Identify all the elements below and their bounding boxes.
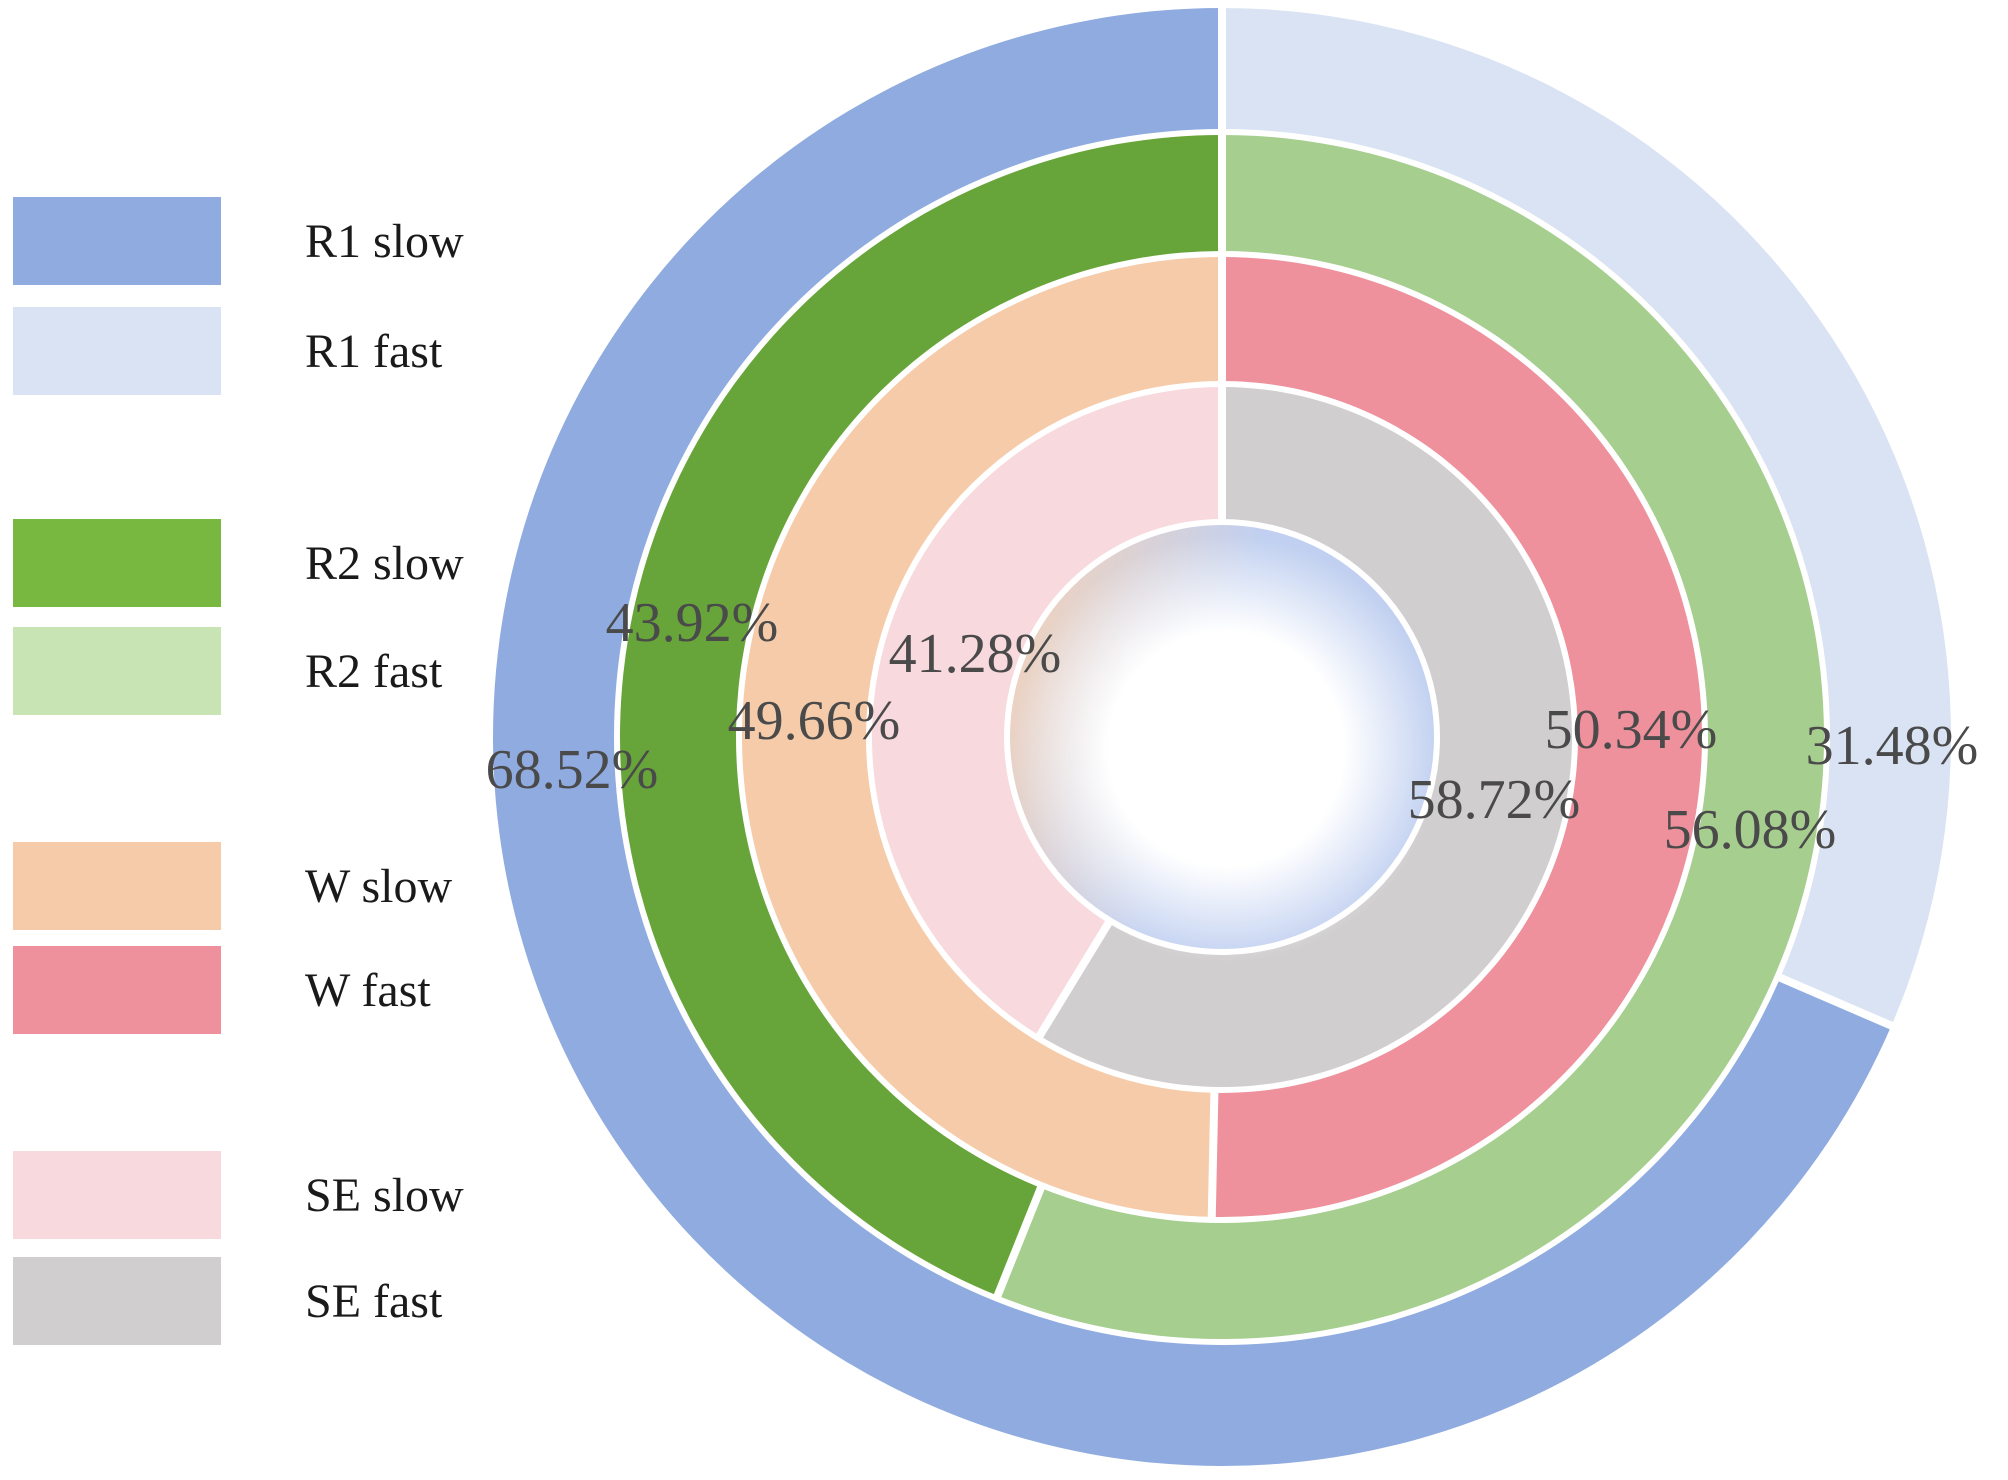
ring-separators [993,6,1895,1299]
data-label-w-slow: 49.66% [728,690,901,752]
data-label-r2-slow: 43.92% [606,592,779,654]
ring-segment-se-slow [871,387,1222,1036]
ring-segment-w-slow [741,257,1222,1217]
ring-segment-r2-fast [997,135,1824,1340]
legend-label-se-fast: SE fast [305,1275,443,1328]
segment-divider-se-boundary [1035,919,1113,1040]
legend-swatch-r2-slow [13,519,221,607]
segment-divider-w-boundary [1207,1090,1219,1219]
legend-swatch-r1-slow [13,197,221,285]
data-label-se-fast: 58.72% [1408,769,1581,831]
legend-label-r1-fast: R1 fast [305,325,443,378]
legend-swatch-se-fast [13,1257,221,1345]
donut-rings [493,6,1952,1466]
donut-center [1010,525,1440,963]
legend-swatch-r2-fast [13,627,221,715]
legend-swatch-w-fast [13,946,221,1034]
legend-swatch-r1-fast [13,307,221,395]
data-label-w-fast: 50.34% [1545,699,1718,761]
ring-segment-w-fast [1211,257,1702,1217]
segment-divider-r1-boundary [1776,973,1895,1031]
legend-label-w-fast: W fast [305,964,431,1017]
center-hole [1012,535,1440,963]
segment-divider-r2-boundary [993,1184,1046,1299]
legend-swatch-se-slow [13,1151,221,1239]
data-label-r1-slow: 68.52% [486,739,659,801]
legend-swatch-w-slow [13,842,221,930]
legend-label-r2-fast: R2 fast [305,645,443,698]
data-label-se-slow: 41.28% [889,623,1062,685]
ring-segment-r1-fast [1222,8,1952,1026]
data-label-r2-fast: 56.08% [1664,799,1837,861]
legend-label-r2-slow: R2 slow [305,537,464,590]
ring-segment-r2-slow [619,135,1222,1296]
legend-label-r1-slow: R1 slow [305,215,464,268]
data-label-r1-fast: 31.48% [1806,715,1979,777]
data-labels: 68.52% 31.48% 43.92% 56.08% 49.66% 50.34% 41.2… [486,592,1979,861]
legend-label-w-slow: W slow [305,860,452,913]
ring-segment-se-fast [1039,387,1573,1087]
legend-label-se-slow: SE slow [305,1169,464,1222]
legend: R1 slow R1 fast R2 slow R2 fast W slow W fast… [13,197,464,1345]
